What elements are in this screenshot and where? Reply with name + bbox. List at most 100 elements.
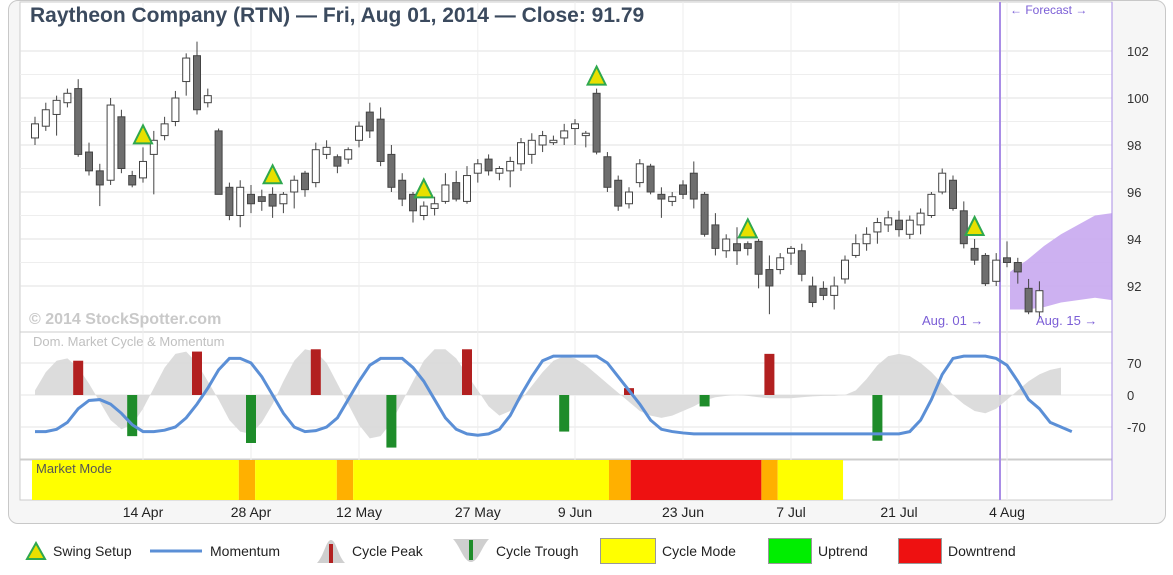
candle-body [463,175,471,202]
candle-body [41,109,50,127]
forecast-end-label: Aug. 15 → [1036,313,1098,328]
candle-body [333,156,342,167]
candle-body [344,149,353,160]
candle-body [538,135,547,146]
candle-body [1035,290,1044,313]
market-mode-segment [255,460,337,500]
legend-momentum: Momentum [148,536,280,566]
copyright-text: © 2014 StockSpotter.com [29,311,222,328]
candle-body [959,210,968,245]
market-mode-segment [32,460,239,500]
cycle-peak-bar [192,351,202,395]
candle-body [225,186,234,217]
candle-body [981,254,990,285]
candle-body [95,170,104,186]
candle-body [236,186,245,217]
cycle-peak-bar [310,349,321,395]
candle-body [884,217,893,226]
candle-body [311,149,320,184]
market-mode-segment [238,460,256,500]
price-plot-area [19,1,1113,333]
forecast-band [1010,213,1112,310]
candle-body [614,179,623,207]
candle-body [527,139,536,155]
cycle-trough-bar [127,395,138,437]
candle-body [733,243,741,252]
x-tick-label: 27 May [455,504,501,520]
candle-body [430,203,439,209]
candle-body [322,146,331,155]
cycle-peak-bar [73,360,84,395]
market-mode-segment [630,460,762,500]
candle-body [571,123,579,130]
candle-body [787,247,795,254]
candle-body [819,287,828,296]
legend-cycle-peak: Cycle Peak [316,536,423,566]
swing-setup-marker [585,64,608,86]
momentum-tick-label: -70 [1127,420,1146,435]
current-date-label: Aug. 01 → [922,313,984,328]
cycle-trough-bar [246,395,256,443]
candle-body [895,219,903,231]
candle-body [992,259,1001,282]
cycle-trough-bar [386,395,397,448]
cycle-area [35,349,1061,439]
legend-label: Downtrend [948,543,1016,559]
candle-body [117,116,126,170]
cycle-trough-bar [872,395,883,441]
legend-downtrend: Downtrend [898,536,1016,566]
market-mode-segment [777,460,844,500]
candle-body [830,285,839,296]
candle-body [193,55,201,111]
candle-body [689,172,698,200]
cycle-trough-bar [699,395,710,407]
legend-cycle-trough: Cycle Trough [452,536,578,566]
swing-setup-marker [963,214,986,236]
candle-body [419,205,428,217]
chart-title: Raytheon Company (RTN) — Fri, Aug 01, 20… [30,4,645,27]
price-tick-label: 92 [1127,279,1141,294]
candle-body [949,179,957,209]
candle-body [625,191,633,205]
candle-body [711,224,720,249]
candle-body [376,118,385,162]
candle-body [506,160,515,172]
swing-setup-icon [25,541,47,560]
candle-body [365,111,374,132]
candle-body [916,212,925,226]
downtrend-swatch [898,538,942,564]
candle-body [765,269,774,287]
market-mode-segment [608,460,631,500]
candle-body [31,123,39,139]
candle-body [646,165,655,193]
candle-body [851,243,860,256]
x-tick-label: 4 Aug [989,504,1025,520]
candle-body [452,182,461,200]
price-tick-label: 100 [1127,91,1149,106]
cycle-trough-icon [453,539,489,562]
candle-body [797,250,806,275]
swing-setup-marker [132,123,154,145]
candle-body [635,163,644,184]
candle-body [301,172,309,191]
candle-body [743,243,752,249]
cycle-peak-bar [462,349,472,395]
legend-swing-setup: Swing Setup [25,536,132,566]
market-mode-segment [353,460,609,500]
candle-body [214,130,223,195]
legend-uptrend: Uptrend [768,536,868,566]
candle-body [441,184,450,202]
momentum-line-icon [150,549,202,553]
candle-body [549,139,558,144]
candle-body [398,179,407,200]
x-tick-label: 28 Apr [231,504,272,520]
momentum-line [35,354,1073,437]
swing-setup-marker [413,177,435,199]
candle-body [409,193,417,212]
x-tick-label: 14 Apr [123,504,164,520]
candle-body [171,97,180,122]
legend-label: Uptrend [818,543,868,559]
candle-body [1013,262,1022,273]
market-mode-label: Market Mode [36,461,112,476]
candle-body [63,92,72,104]
